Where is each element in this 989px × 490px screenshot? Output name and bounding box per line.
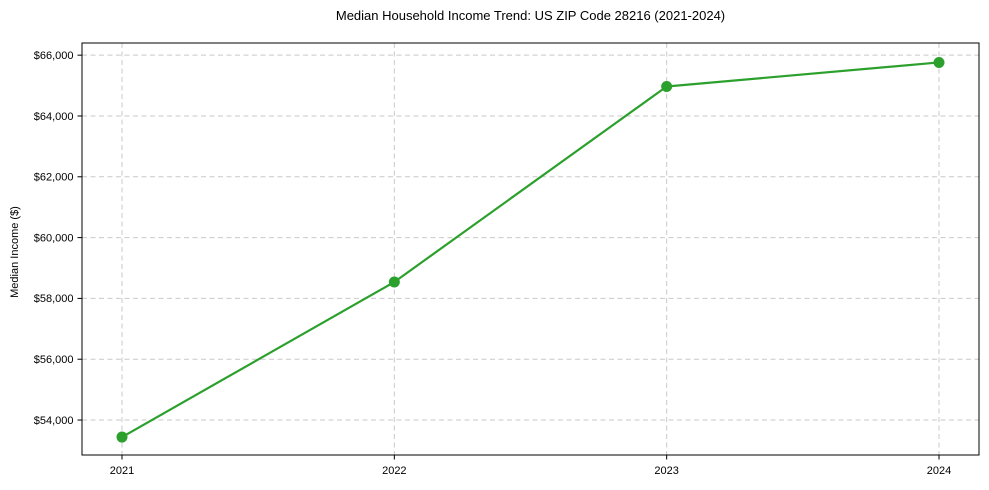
y-tick-label: $56,000 xyxy=(34,354,74,366)
x-tick-label: 2024 xyxy=(927,465,951,477)
y-tick-label: $64,000 xyxy=(34,111,74,123)
y-tick-label: $62,000 xyxy=(34,172,74,184)
data-point-2023 xyxy=(661,80,673,92)
data-point-2022 xyxy=(388,276,400,288)
income-line-series xyxy=(120,61,941,439)
y-tick-label: $58,000 xyxy=(34,293,74,305)
data-point-2021 xyxy=(116,431,128,443)
data-point-2024 xyxy=(933,56,945,68)
y-tick-label: $54,000 xyxy=(34,415,74,427)
plot-border xyxy=(81,42,980,456)
x-tick-label: 2021 xyxy=(110,465,134,477)
y-tick-label: $66,000 xyxy=(34,50,74,62)
x-tick-label: 2022 xyxy=(382,465,406,477)
chart-title: Median Household Income Trend: US ZIP Co… xyxy=(335,8,726,23)
y-tick-label: $60,000 xyxy=(34,232,74,244)
x-tick-label: 2023 xyxy=(654,465,678,477)
